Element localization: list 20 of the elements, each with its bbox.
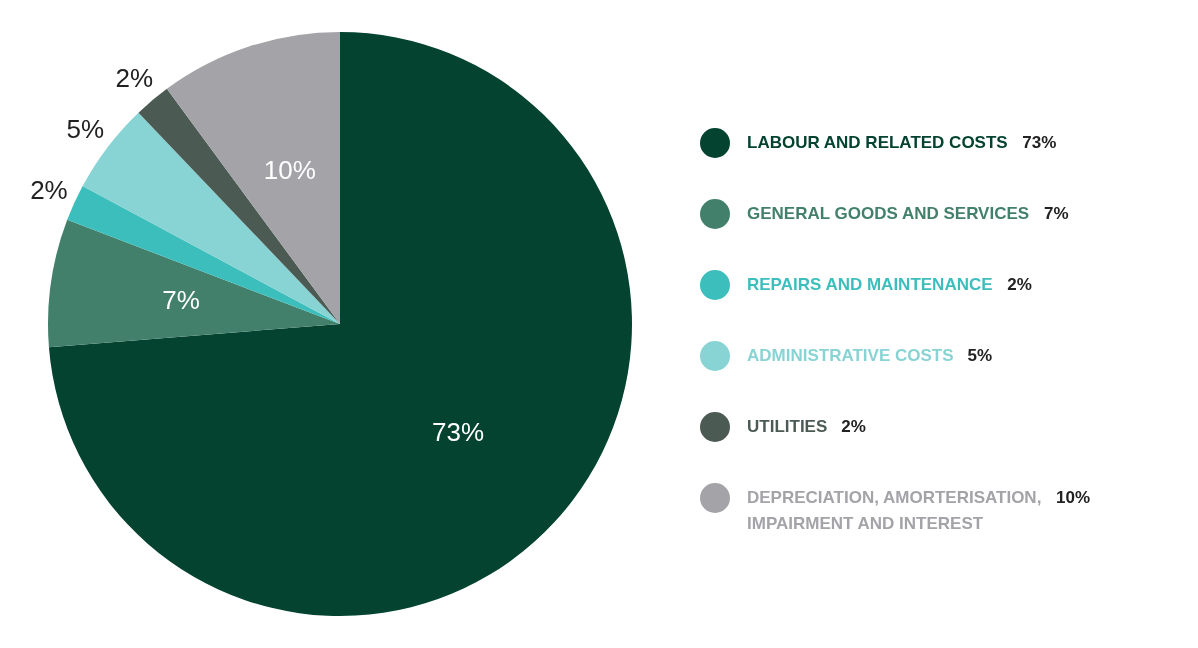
data-label: 7% [162, 285, 200, 316]
pie-slice [48, 219, 340, 348]
text: 2% [1007, 275, 1032, 294]
text: 7% [1044, 204, 1069, 223]
legend-label: LABOUR AND RELATED COSTS [747, 133, 1008, 152]
legend-label: UTILITIES [747, 417, 828, 436]
data-label: 5% [66, 114, 105, 145]
legend-label: ADMINISTRATIVE COSTS [747, 346, 954, 365]
data-label: 2% [30, 175, 68, 206]
text: 10% [1055, 488, 1091, 507]
legend-label: DEPRECIATION, AMORTERISATION, IMPAIRMENT AND INTEREST [747, 488, 1042, 533]
data-label: 10% [263, 155, 316, 186]
text: 5% [967, 346, 993, 365]
legend-label: REPAIRS AND MAINTENANCE [747, 275, 993, 294]
data-label: 2% [115, 62, 154, 93]
text: 73% [1022, 133, 1057, 152]
pie-slice [67, 186, 340, 324]
text: 2% [841, 417, 866, 436]
data-label: 73% [431, 416, 484, 447]
legend-label: GENERAL GOODS AND SERVICES [747, 204, 1030, 223]
